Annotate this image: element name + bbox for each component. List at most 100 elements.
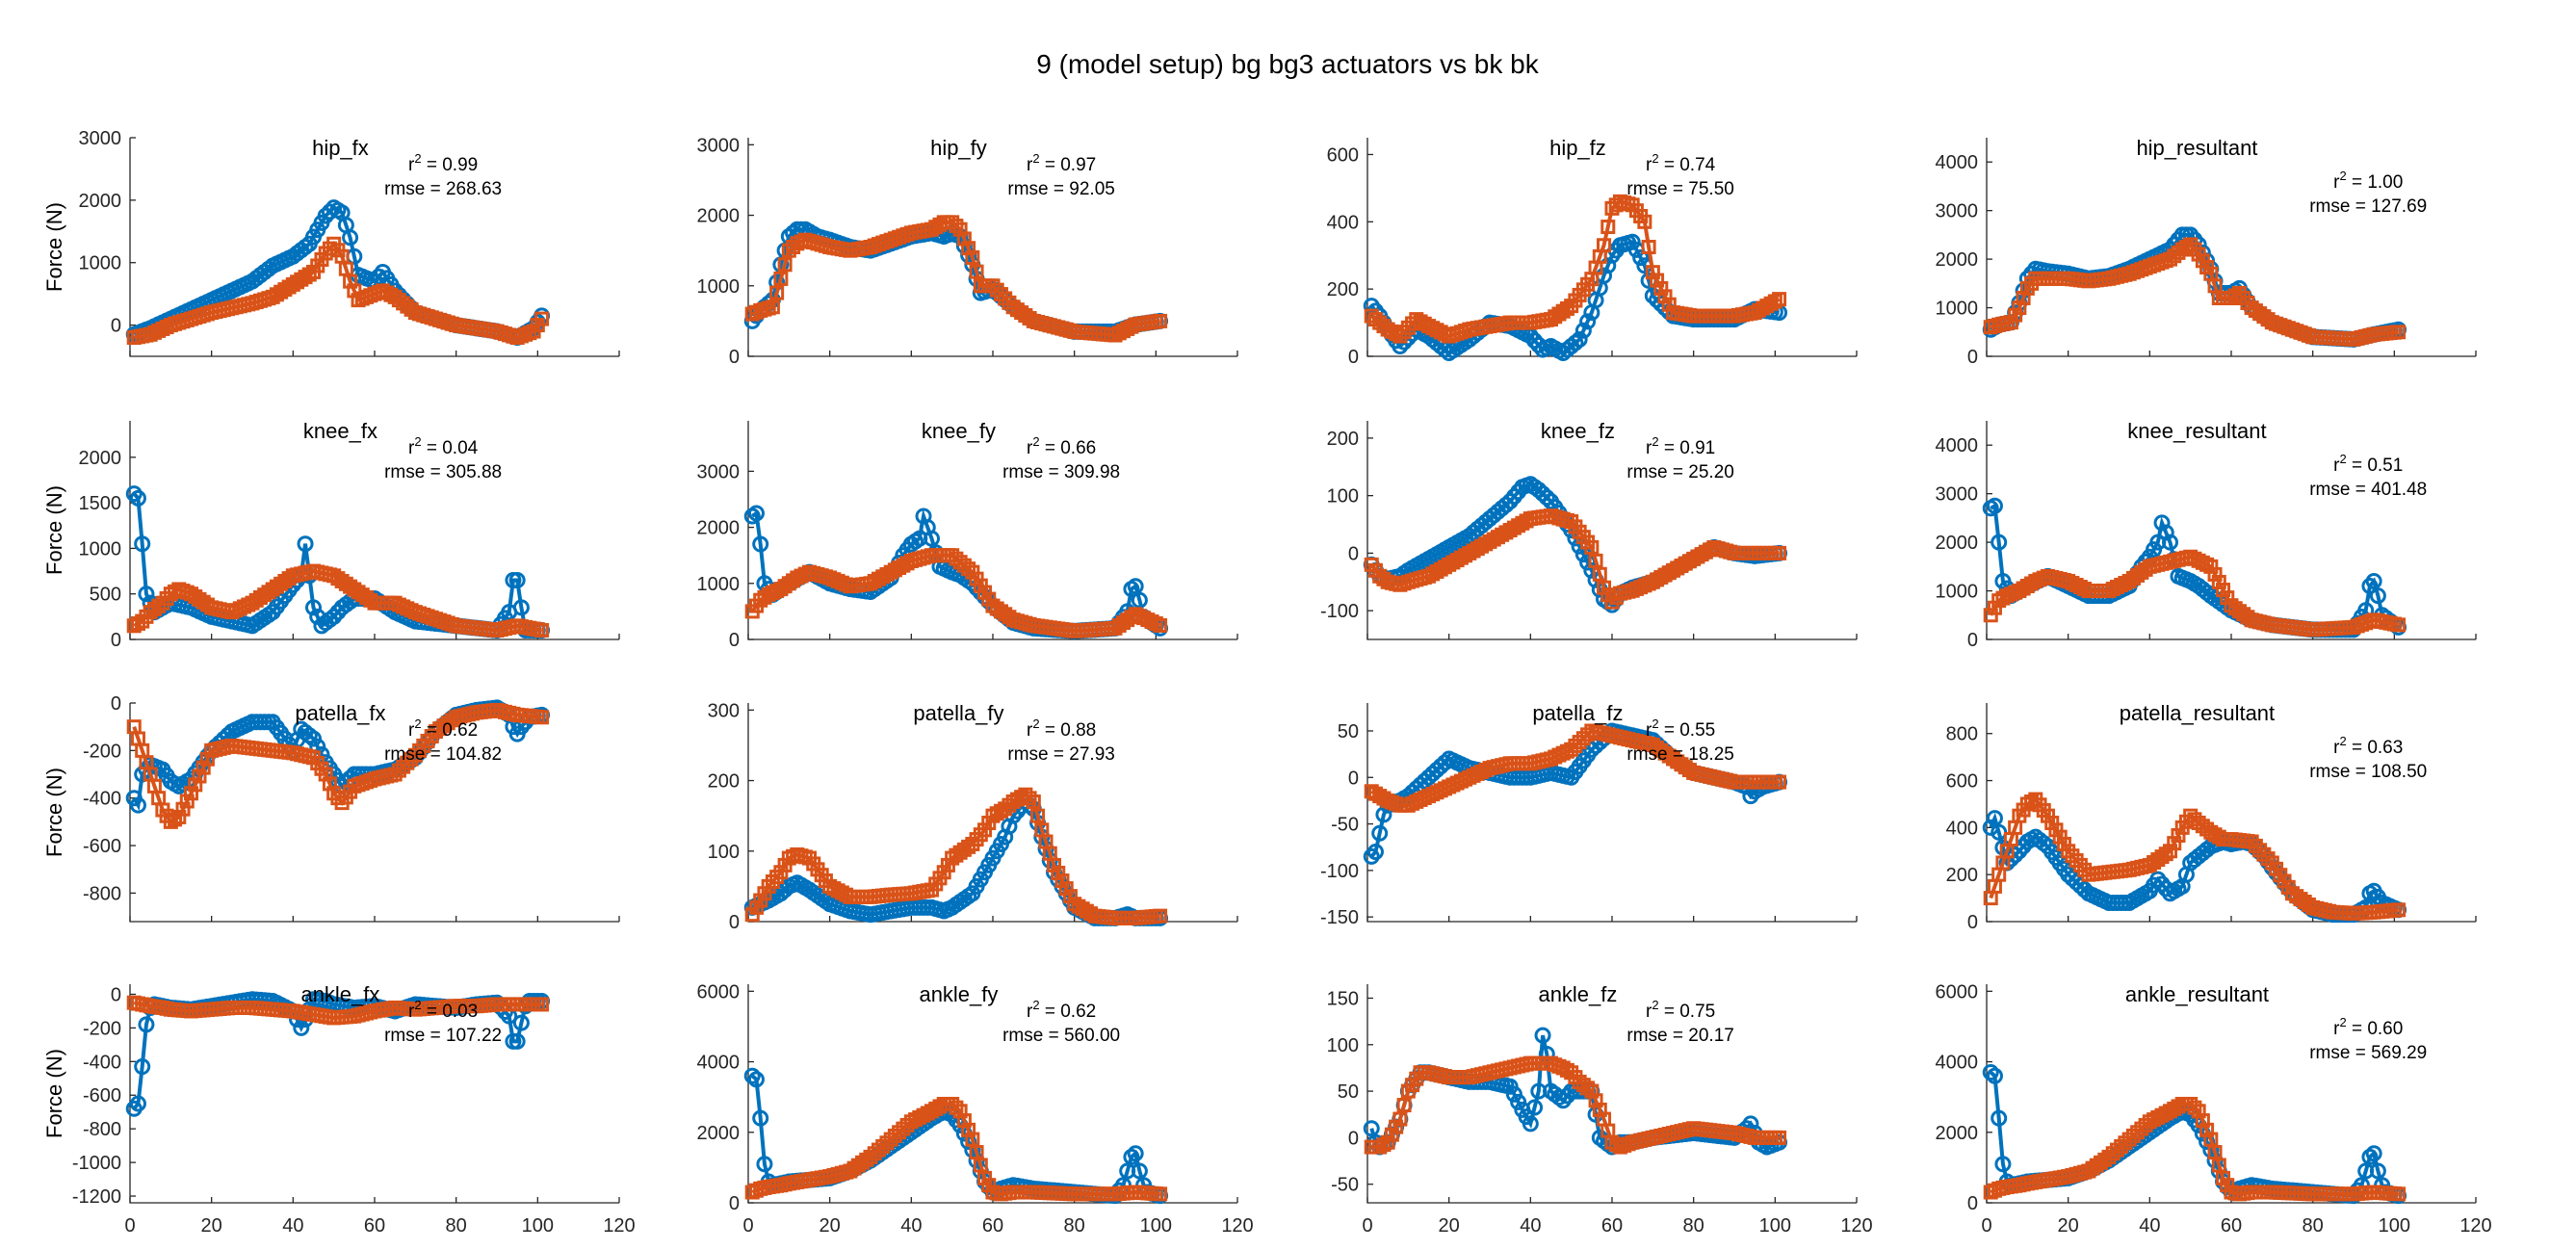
r2-annotation: r2 = 0.55 bbox=[1646, 716, 1715, 741]
data-point bbox=[1396, 325, 1412, 340]
y-tick-label: 0 bbox=[1967, 912, 1978, 933]
y-tick-label: 2000 bbox=[697, 1123, 741, 1144]
x-tick-label: 0 bbox=[1362, 1215, 1372, 1237]
data-point bbox=[1153, 617, 1168, 633]
data-point bbox=[2248, 838, 2263, 853]
x-tick-label: 0 bbox=[1981, 1215, 1991, 1237]
data-point bbox=[2195, 1113, 2210, 1129]
series-b bbox=[744, 787, 1168, 925]
y-tick-label: -800 bbox=[83, 1119, 121, 1140]
data-point bbox=[1538, 1045, 1555, 1062]
data-point bbox=[1153, 1186, 1168, 1202]
y-tick-label: 0 bbox=[111, 693, 121, 715]
data-point bbox=[1641, 240, 1656, 254]
x-tick-label: 60 bbox=[364, 1215, 385, 1237]
data-point bbox=[1588, 553, 1603, 568]
y-tick-label: 2000 bbox=[1936, 249, 1979, 271]
data-point bbox=[1534, 1027, 1551, 1044]
data-point bbox=[2369, 587, 2386, 605]
data-point bbox=[1592, 1102, 1607, 1117]
series-b bbox=[1983, 237, 2407, 347]
data-point bbox=[1389, 1119, 1404, 1134]
y-tick-label: 0 bbox=[1967, 630, 1978, 651]
y-tick-label: 2000 bbox=[79, 191, 122, 212]
data-point bbox=[2167, 836, 2182, 851]
data-point bbox=[1026, 794, 1041, 810]
data-point bbox=[956, 1113, 972, 1129]
data-point bbox=[129, 489, 146, 507]
data-point bbox=[1510, 1093, 1527, 1110]
y-tick-label: 2000 bbox=[1936, 533, 1979, 554]
data-point bbox=[1986, 497, 2003, 514]
y-tick-label: 100 bbox=[1327, 1035, 1359, 1056]
data-point bbox=[952, 221, 968, 237]
r2-annotation: r2 = 0.63 bbox=[2333, 734, 2403, 758]
data-point bbox=[2391, 902, 2407, 918]
data-point bbox=[138, 1016, 155, 1033]
data-point bbox=[2365, 572, 2382, 589]
data-point bbox=[1564, 742, 1579, 757]
y-tick-label: 3000 bbox=[697, 461, 741, 482]
data-point bbox=[1987, 600, 2002, 615]
rmse-annotation: rmse = 305.88 bbox=[384, 462, 502, 482]
y-tick-label: 0 bbox=[1348, 1128, 1359, 1149]
data-point bbox=[1661, 297, 1677, 312]
data-point bbox=[1767, 294, 1782, 309]
panel-title: patella_resultant bbox=[2120, 701, 2275, 725]
data-point bbox=[1604, 594, 1620, 610]
r2-annotation: r2 = 0.03 bbox=[408, 998, 478, 1022]
data-point bbox=[1366, 844, 1384, 861]
panel-patella_resultant: 0 200 400 600 800 patella_resultant r2 = 0.63 r… bbox=[1946, 701, 2477, 933]
data-point bbox=[343, 273, 358, 289]
data-point bbox=[1127, 578, 1144, 595]
data-point bbox=[534, 710, 550, 725]
y-tick-label: 400 bbox=[1327, 212, 1359, 233]
data-point bbox=[387, 767, 403, 782]
r2-annotation: r2 = 0.88 bbox=[1027, 716, 1096, 741]
data-point bbox=[1637, 214, 1652, 229]
data-point bbox=[129, 796, 146, 814]
r2-annotation: r2 = 0.97 bbox=[1027, 151, 1096, 175]
y-tick-label: 0 bbox=[1348, 543, 1359, 564]
data-point bbox=[2007, 846, 2024, 864]
data-point bbox=[1772, 545, 1787, 560]
data-point bbox=[2227, 288, 2243, 303]
data-point bbox=[2203, 559, 2219, 574]
panel-hip_fx: 0 1000 2000 3000 hip_fx r2 = 0.99 rmse = 268.6… bbox=[42, 128, 620, 357]
y-tick-label: 4000 bbox=[1936, 435, 1979, 456]
data-point bbox=[1501, 1078, 1519, 1095]
y-tick-label: -600 bbox=[83, 1085, 121, 1107]
data-point bbox=[747, 505, 765, 522]
x-tick-label: 80 bbox=[2303, 1215, 2324, 1237]
y-tick-label: 0 bbox=[111, 984, 121, 1005]
data-point bbox=[403, 751, 419, 767]
data-point bbox=[175, 801, 191, 817]
data-point bbox=[956, 231, 972, 247]
y-tick-label: 200 bbox=[1946, 865, 1978, 886]
data-point bbox=[1376, 1137, 1392, 1153]
y-tick-label: 200 bbox=[1327, 279, 1359, 300]
data-point bbox=[985, 278, 1001, 294]
y-tick-label: 2000 bbox=[1936, 1123, 1979, 1144]
rmse-annotation: rmse = 108.50 bbox=[2309, 762, 2427, 782]
data-point bbox=[743, 1067, 761, 1084]
x-tick-label: 80 bbox=[1683, 1215, 1704, 1237]
data-point bbox=[773, 271, 789, 286]
data-point bbox=[1571, 331, 1588, 349]
data-point bbox=[1153, 908, 1168, 924]
y-tick-label: 100 bbox=[1327, 486, 1359, 508]
rmse-annotation: rmse = 75.50 bbox=[1626, 179, 1733, 199]
series-b bbox=[126, 995, 550, 1026]
data-point bbox=[998, 291, 1013, 306]
data-point bbox=[168, 812, 183, 827]
x-tick-label: 40 bbox=[2139, 1215, 2160, 1237]
data-point bbox=[756, 1156, 773, 1173]
y-tick-label: 50 bbox=[1338, 721, 1359, 742]
data-point bbox=[1363, 1120, 1380, 1137]
y-tick-label: 600 bbox=[1327, 144, 1359, 166]
data-point bbox=[134, 1058, 151, 1076]
data-point bbox=[969, 264, 984, 279]
y-tick-label: 50 bbox=[1338, 1081, 1359, 1103]
data-point bbox=[2008, 307, 2023, 323]
